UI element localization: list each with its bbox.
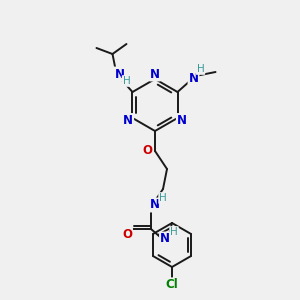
Text: Cl: Cl — [166, 278, 178, 292]
Text: N: N — [115, 68, 124, 80]
Text: H: H — [159, 193, 167, 203]
Text: N: N — [123, 114, 133, 127]
Text: H: H — [170, 227, 178, 237]
Text: N: N — [150, 68, 160, 80]
Text: N: N — [188, 71, 199, 85]
Text: N: N — [160, 232, 170, 245]
Text: H: H — [196, 64, 204, 74]
Text: N: N — [177, 114, 187, 127]
Text: O: O — [122, 227, 132, 241]
Text: H: H — [123, 76, 130, 86]
Text: O: O — [142, 145, 152, 158]
Text: N: N — [150, 199, 160, 212]
